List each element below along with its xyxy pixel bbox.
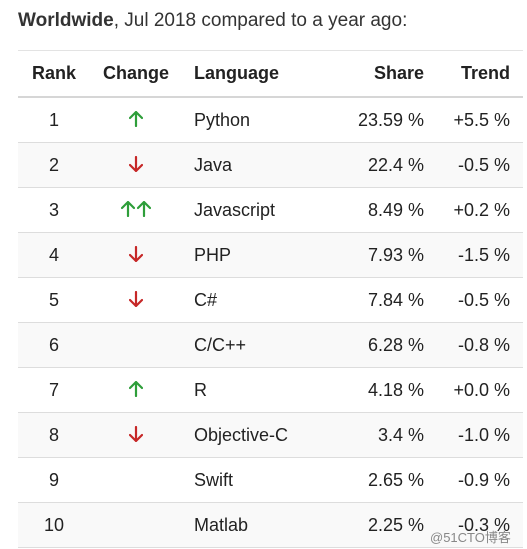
arrow-up-icon: [121, 200, 135, 217]
change-cell: [90, 97, 182, 143]
rank-cell: 7: [18, 367, 90, 413]
column-header-rank: Rank: [18, 50, 90, 98]
trend-cell: +5.5 %: [424, 97, 523, 143]
share-cell: 2.25 %: [342, 502, 424, 548]
arrow-up-icon: [137, 200, 151, 217]
change-cell: [90, 412, 182, 458]
change-indicator: [129, 244, 143, 264]
share-cell: 23.59 %: [342, 97, 424, 143]
language-cell: R: [182, 367, 342, 413]
change-cell: [90, 322, 182, 368]
share-cell: 4.18 %: [342, 367, 424, 413]
rank-cell: 1: [18, 97, 90, 143]
change-cell: [90, 232, 182, 278]
table-row: 9 Swift 2.65 % -0.9 %: [18, 457, 523, 503]
table-row: 3 Javascript 8.49 % +0.2 %: [18, 187, 523, 233]
language-cell: C#: [182, 277, 342, 323]
share-cell: 7.84 %: [342, 277, 424, 323]
change-cell: [90, 457, 182, 503]
trend-cell: -0.8 %: [424, 322, 523, 368]
rank-cell: 8: [18, 412, 90, 458]
change-cell: [90, 142, 182, 188]
page-title: Worldwide, Jul 2018 compared to a year a…: [18, 10, 407, 32]
change-cell: [90, 277, 182, 323]
rank-cell: 4: [18, 232, 90, 278]
share-cell: 3.4 %: [342, 412, 424, 458]
share-cell: 7.93 %: [342, 232, 424, 278]
language-cell: Java: [182, 142, 342, 188]
rank-cell: 6: [18, 322, 90, 368]
change-indicator: [129, 109, 143, 129]
table-row: 4 PHP 7.93 % -1.5 %: [18, 232, 523, 278]
trend-cell: -0.5 %: [424, 142, 523, 188]
table-row: 1 Python 23.59 % +5.5 %: [18, 97, 523, 143]
change-indicator: [129, 379, 143, 399]
title-region: Worldwide: [18, 10, 114, 31]
change-indicator: [121, 199, 151, 219]
table-row: 2 Java 22.4 % -0.5 %: [18, 142, 523, 188]
trend-cell: +0.0 %: [424, 367, 523, 413]
arrow-down-icon: [129, 425, 143, 442]
trend-cell: -0.9 %: [424, 457, 523, 503]
rank-cell: 3: [18, 187, 90, 233]
share-cell: 6.28 %: [342, 322, 424, 368]
trend-cell: -1.0 %: [424, 412, 523, 458]
trend-cell: -0.3 %: [424, 502, 523, 548]
change-cell: [90, 367, 182, 413]
language-cell: C/C++: [182, 322, 342, 368]
language-cell: Matlab: [182, 502, 342, 548]
column-header-language: Language: [182, 50, 342, 98]
change-cell: [90, 502, 182, 548]
change-indicator: [129, 154, 143, 174]
language-cell: Objective-C: [182, 412, 342, 458]
language-cell: Python: [182, 97, 342, 143]
table-row: 7 R 4.18 % +0.0 %: [18, 367, 523, 413]
arrow-down-icon: [129, 155, 143, 172]
title-description: , Jul 2018 compared to a year ago:: [113, 10, 408, 31]
column-header-change: Change: [90, 50, 182, 98]
language-cell: PHP: [182, 232, 342, 278]
table-header-row: Rank Change Language Share Trend: [18, 50, 523, 98]
change-indicator: [129, 424, 143, 444]
rank-cell: 2: [18, 142, 90, 188]
rank-cell: 9: [18, 457, 90, 503]
table-row: 10 Matlab 2.25 % -0.3 %: [18, 502, 523, 548]
change-cell: [90, 187, 182, 233]
column-header-share: Share: [342, 50, 424, 98]
trend-cell: +0.2 %: [424, 187, 523, 233]
watermark: @51CTO博客: [430, 530, 511, 545]
share-cell: 8.49 %: [342, 187, 424, 233]
table-row: 5 C# 7.84 % -0.5 %: [18, 277, 523, 323]
table-row: 8 Objective-C 3.4 % -1.0 %: [18, 412, 523, 458]
trend-cell: -0.5 %: [424, 277, 523, 323]
arrow-down-icon: [129, 290, 143, 307]
rank-cell: 10: [18, 502, 90, 548]
arrow-up-icon: [129, 380, 143, 397]
rank-cell: 5: [18, 277, 90, 323]
share-cell: 2.65 %: [342, 457, 424, 503]
trend-cell: -1.5 %: [424, 232, 523, 278]
share-cell: 22.4 %: [342, 142, 424, 188]
language-cell: Swift: [182, 457, 342, 503]
arrow-down-icon: [129, 245, 143, 262]
arrow-up-icon: [129, 110, 143, 127]
table-row: 6 C/C++ 6.28 % -0.8 %: [18, 322, 523, 368]
change-indicator: [129, 289, 143, 309]
column-header-trend: Trend: [424, 50, 523, 98]
language-cell: Javascript: [182, 187, 342, 233]
language-ranking-table: Rank Change Language Share Trend 1 Python…: [18, 50, 523, 548]
